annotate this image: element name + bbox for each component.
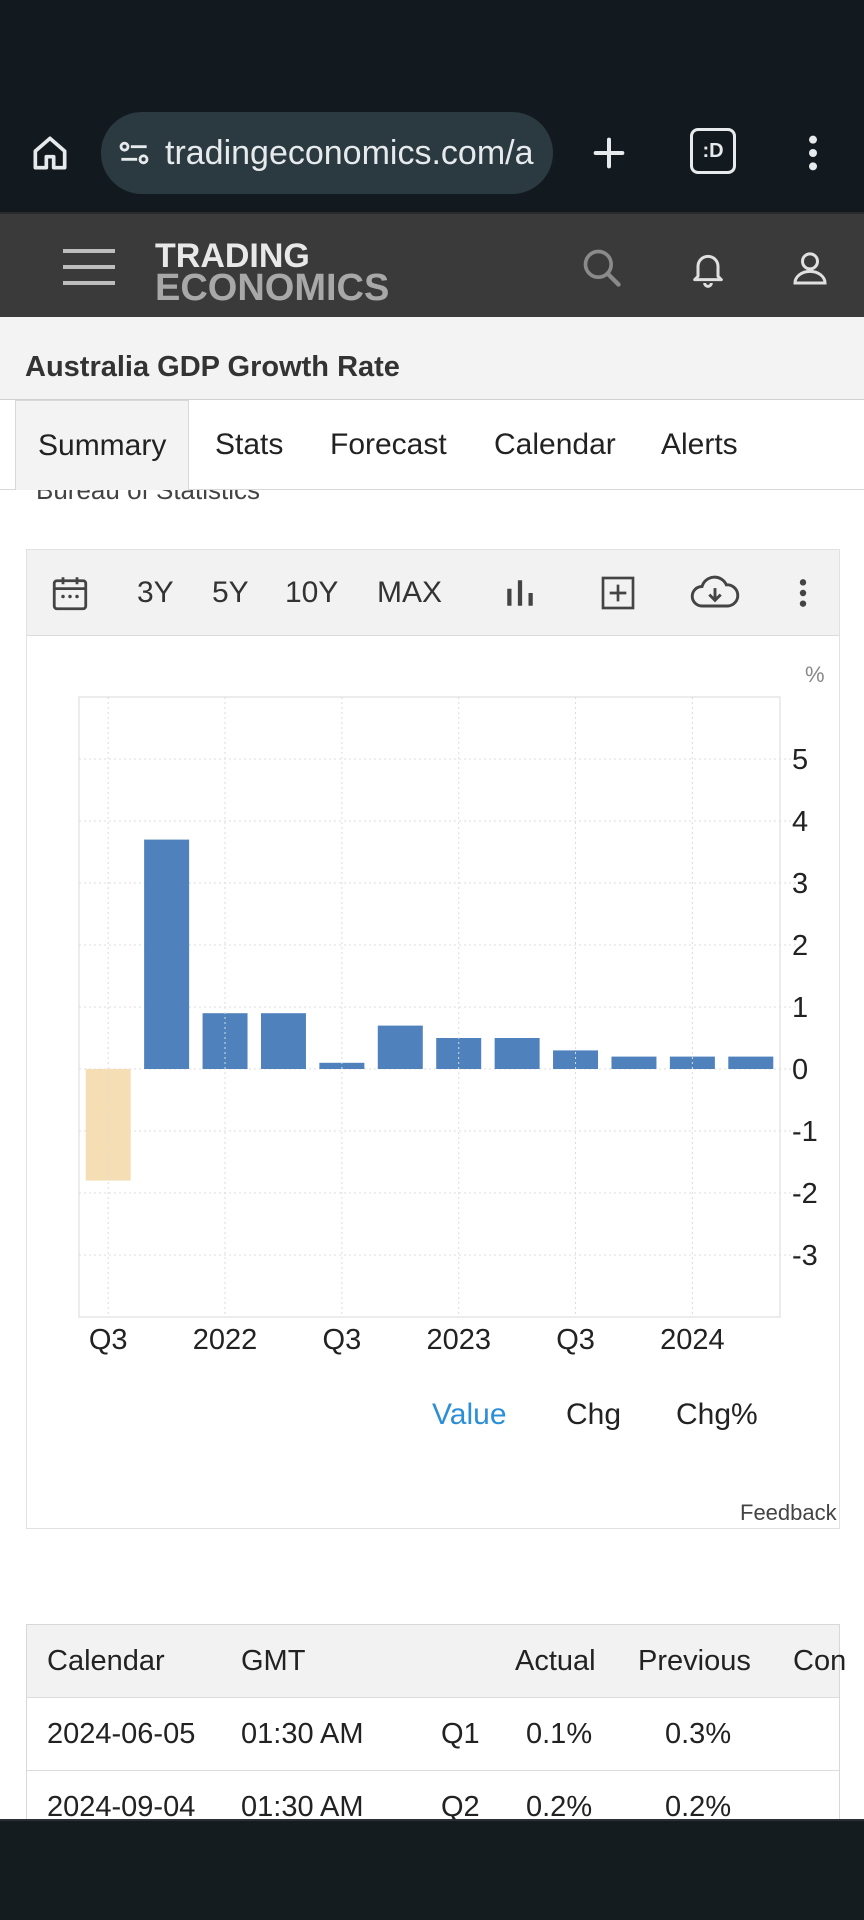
- url-text: tradingeconomics.com/australia/gdp-growt…: [165, 133, 535, 172]
- site-settings-icon[interactable]: [115, 134, 153, 172]
- y-tick-label: -3: [792, 1240, 818, 1272]
- user-account-icon[interactable]: [786, 244, 834, 292]
- range-max-button[interactable]: MAX: [377, 576, 443, 609]
- bar-12: [728, 1056, 774, 1069]
- table-row[interactable]: 2024-06-05 01:30 AM Q1 0.1% 0.3%: [27, 1698, 839, 1771]
- chart-mode-chg-pct[interactable]: Chg%: [676, 1398, 758, 1431]
- bar-chart-icon[interactable]: [497, 570, 543, 616]
- x-tick-label: Q3: [89, 1324, 128, 1356]
- add-series-icon[interactable]: [595, 570, 641, 616]
- status-bar: [0, 0, 864, 100]
- tab-stats[interactable]: Stats: [215, 428, 284, 461]
- page-content: Australia GDP Growth Rate Bureau of Stat…: [0, 317, 864, 1819]
- table-row[interactable]: 2024-09-04 01:30 AM Q2 0.2% 0.2%: [27, 1771, 839, 1819]
- row-previous: 0.3%: [665, 1718, 732, 1750]
- notifications-bell-icon[interactable]: [684, 244, 732, 292]
- browser-menu-icon[interactable]: [796, 120, 830, 186]
- logo-line2: ECONOMICS: [155, 267, 390, 309]
- chart-more-icon[interactable]: [791, 570, 815, 616]
- x-tick-label: Q3: [556, 1324, 595, 1356]
- row-period: Q2: [441, 1791, 480, 1819]
- home-icon[interactable]: [22, 118, 78, 188]
- gdp-bar-chart: 5 4 3 2 1 0 -1 -2 -3 Q3 2022 Q3 2023 Q3 2024: [78, 696, 818, 1356]
- y-tick-label: 0: [792, 1054, 808, 1086]
- header-gmt[interactable]: GMT: [241, 1645, 306, 1677]
- bar-3: [202, 1013, 248, 1069]
- search-icon[interactable]: [578, 244, 626, 292]
- chart-card: 3Y 5Y 10Y MAX % 5 4 3 2 1 0 -1 -2 -3 Q3 2022 Q3 2023…: [26, 549, 840, 1529]
- feedback-link[interactable]: Feedback: [740, 1500, 837, 1525]
- tab-count: :D: [702, 139, 724, 162]
- header-consensus[interactable]: Con: [793, 1645, 847, 1677]
- row-previous: 0.2%: [665, 1791, 732, 1819]
- hamburger-menu-icon[interactable]: [60, 242, 118, 292]
- table-header-row: Calendar GMT Actual Previous Con: [27, 1625, 846, 1698]
- site-logo[interactable]: TRADING ECONOMICS: [155, 237, 390, 309]
- bar-6: [377, 1025, 423, 1069]
- address-bar[interactable]: tradingeconomics.com/australia/gdp-growt…: [101, 112, 553, 194]
- range-3y-button[interactable]: 3Y: [137, 576, 174, 609]
- y-tick-label: 4: [792, 806, 808, 838]
- row-time: 01:30 AM: [241, 1791, 364, 1819]
- bar-4: [260, 1013, 306, 1069]
- y-tick-label: 3: [792, 868, 808, 900]
- tab-switcher-button[interactable]: :D: [690, 128, 736, 174]
- logo-line1: TRADING: [155, 237, 310, 275]
- bar-2: [144, 839, 190, 1069]
- y-tick-label: -1: [792, 1116, 818, 1148]
- row-actual: 0.1%: [526, 1718, 593, 1750]
- download-cloud-icon[interactable]: [687, 568, 743, 618]
- tab-alerts[interactable]: Alerts: [661, 428, 738, 461]
- y-tick-label: 5: [792, 744, 808, 776]
- chart-mode-chg[interactable]: Chg: [566, 1398, 622, 1431]
- site-header: TRADING ECONOMICS: [0, 212, 864, 317]
- row-date: 2024-06-05: [47, 1718, 196, 1750]
- x-tick-label: Q3: [323, 1324, 362, 1356]
- x-tick-label: 2024: [660, 1324, 725, 1356]
- browser-toolbar: tradingeconomics.com/australia/gdp-growt…: [0, 100, 864, 212]
- row-date: 2024-09-04: [47, 1791, 196, 1819]
- calendar-table: Calendar GMT Actual Previous Con 2024-06…: [26, 1624, 846, 1819]
- unit-label: %: [805, 662, 825, 687]
- range-10y-button[interactable]: 10Y: [285, 576, 339, 609]
- bar-10: [611, 1056, 657, 1069]
- new-tab-icon[interactable]: [580, 120, 638, 186]
- header-previous[interactable]: Previous: [638, 1645, 751, 1677]
- x-tick-label: 2023: [426, 1324, 491, 1356]
- bar-8: [494, 1038, 540, 1069]
- row-actual: 0.2%: [526, 1791, 593, 1819]
- tab-forecast[interactable]: Forecast: [330, 428, 447, 461]
- x-tick-label: 2022: [193, 1324, 258, 1356]
- bar-5: [319, 1062, 365, 1069]
- calendar-icon[interactable]: [47, 570, 93, 616]
- row-period: Q1: [441, 1718, 480, 1750]
- system-navigation-bar: [0, 1819, 864, 1920]
- bar-9: [553, 1050, 599, 1069]
- y-tick-label: -2: [792, 1178, 818, 1210]
- row-time: 01:30 AM: [241, 1718, 364, 1750]
- title-bar: Australia GDP Growth Rate: [0, 317, 864, 400]
- page-title: Australia GDP Growth Rate: [25, 351, 400, 383]
- range-5y-button[interactable]: 5Y: [212, 576, 249, 609]
- y-tick-label: 2: [792, 930, 808, 962]
- header-calendar[interactable]: Calendar: [47, 1645, 165, 1677]
- tab-calendar[interactable]: Calendar: [494, 428, 616, 461]
- chart-toolbar: 3Y 5Y 10Y MAX: [27, 550, 839, 636]
- chart-mode-value[interactable]: Value: [432, 1398, 507, 1431]
- tab-summary[interactable]: Summary: [15, 400, 190, 490]
- y-tick-label: 1: [792, 992, 808, 1024]
- header-actual[interactable]: Actual: [515, 1645, 596, 1677]
- section-tabs: Summary Stats Forecast Calendar Alerts: [0, 400, 864, 490]
